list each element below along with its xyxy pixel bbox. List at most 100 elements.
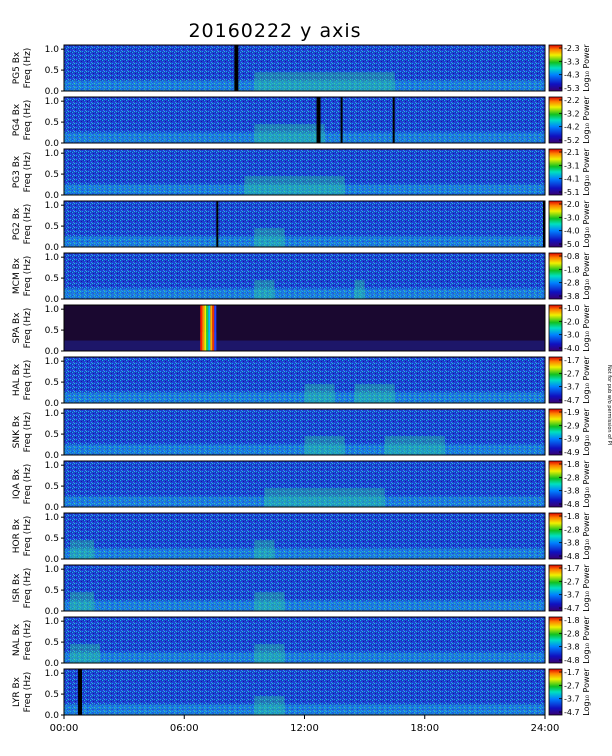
power-enhancement [254, 72, 395, 91]
broadband-burst [212, 305, 215, 351]
y-tick-label: 1.0 [45, 201, 60, 211]
panel-pg5: 0.0 0.5 1.0 PG5 Bx Freq (Hz) -2.3 -3.3 -4.3 -5.3… [12, 44, 591, 97]
figure-title: 20160222 y axis [188, 20, 361, 42]
y-tick-label: 0.5 [45, 534, 59, 544]
freq-axis-label: Freq (Hz) [23, 48, 33, 89]
low-frequency-band [64, 80, 545, 91]
plot-frame [63, 460, 546, 508]
x-tick-label: 24:00 [531, 723, 560, 734]
station-axis-label: LYR Bx [12, 676, 22, 707]
freq-axis-label: Freq (Hz) [23, 204, 33, 245]
y-tick-label: 1.0 [45, 45, 60, 55]
panel-hor: 0.0 0.5 1.0 HOR Bx Freq (Hz) -1.8 -2.8 -3.8 -4.8… [12, 512, 591, 565]
power-enhancement [244, 176, 345, 195]
panel-iqa: 0.0 0.5 1.0 IQA Bx Freq (Hz) -1.8 -2.8 -3.8 -4.8… [12, 460, 591, 513]
y-tick-label: 0.0 [45, 347, 60, 357]
colorbar-tick-label: -2.8 [564, 279, 580, 288]
colorbar-tick-label: -4.7 [564, 604, 580, 613]
colorbar-tick-label: -4.9 [564, 448, 580, 457]
colorbar-tick-label: -2.8 [564, 629, 580, 638]
data-gap [542, 201, 545, 247]
colorbar-tick-label: -3.2 [564, 109, 580, 118]
y-tick-label: 0.5 [45, 586, 59, 596]
freq-axis-label: Freq (Hz) [23, 152, 33, 193]
station-axis-label: SNK Bx [12, 415, 22, 448]
colorbar-tick-label: -3.8 [564, 643, 580, 652]
station-axis-label: HOR Bx [12, 518, 22, 553]
y-tick-label: 1.0 [45, 617, 60, 627]
y-tick-label: 0.5 [45, 430, 59, 440]
power-enhancement [264, 488, 385, 507]
panel-lyr: 0.0 0.5 1.0 LYR Bx Freq (Hz) -1.7 -2.7 -3.7 -4.7… [12, 668, 591, 721]
plot-frame [63, 304, 546, 352]
data-gap [78, 669, 83, 715]
colorbar-tick-label: -2.9 [564, 421, 580, 430]
y-tick-label: 1.0 [45, 305, 60, 315]
power-enhancement [254, 228, 285, 247]
panel-pg4: 0.0 0.5 1.0 PG4 Bx Freq (Hz) -2.2 -3.2 -4.2 -5.2… [12, 96, 591, 149]
x-axis: 00:00 06:00 12:00 18:00 24:00 [50, 715, 560, 734]
y-tick-label: 0.0 [45, 191, 60, 201]
colorbar-tick-label: -5.2 [564, 136, 580, 145]
low-frequency-band [64, 340, 545, 351]
colorbar-tick-label: -4.7 [564, 396, 580, 405]
plot-frame [63, 512, 546, 560]
colorbar-tick-label: -5.1 [564, 188, 580, 197]
colorbar-label: Log₁₀ Power [582, 460, 591, 508]
colorbar [548, 356, 563, 404]
y-tick-label: 0.5 [45, 482, 59, 492]
panel-hal: 0.0 0.5 1.0 HAL Bx Freq (Hz) -1.7 -2.7 -3.7 -4.7… [12, 356, 591, 409]
power-enhancement [70, 644, 101, 663]
colorbar-label: Log₁₀ Power [582, 668, 591, 716]
colorbar-tick-label: -4.8 [564, 656, 580, 665]
colorbar-tick-label: -3.9 [564, 435, 580, 444]
colorbar-tick-label: -3.7 [564, 695, 580, 704]
colorbar [548, 460, 563, 508]
power-enhancement [304, 384, 335, 403]
colorbar [548, 408, 563, 456]
colorbar-label: Log₁₀ Power [582, 148, 591, 196]
colorbar-tick-label: -3.8 [564, 487, 580, 496]
power-enhancement [254, 592, 285, 611]
colorbar-label: Log₁₀ Power [582, 564, 591, 612]
y-tick-label: 0.5 [45, 638, 59, 648]
colorbar-tick-label: -4.7 [564, 708, 580, 717]
colorbar-tick-label: -2.7 [564, 577, 580, 586]
freq-axis-label: Freq (Hz) [23, 516, 33, 557]
power-enhancement [384, 436, 445, 455]
power-enhancement [354, 280, 365, 299]
colorbar-tick-label: -2.3 [564, 44, 580, 53]
colorbar-tick-label: -4.8 [564, 500, 580, 509]
colorbar-tick-label: -4.0 [564, 227, 580, 236]
colorbar [548, 44, 563, 92]
station-axis-label: PG5 Bx [12, 51, 22, 84]
y-tick-label: 0.5 [45, 326, 59, 336]
broadband-burst [206, 305, 209, 351]
colorbar [548, 512, 563, 560]
colorbar [548, 200, 563, 248]
low-frequency-band [64, 600, 545, 611]
power-enhancement [254, 696, 285, 715]
colorbar-tick-label: -3.3 [564, 57, 580, 66]
x-tick-label: 12:00 [290, 723, 319, 734]
panel-pg2: 0.0 0.5 1.0 PG2 Bx Freq (Hz) -2.0 -3.0 -4.0 -5.0… [12, 200, 591, 253]
data-gap [216, 201, 219, 247]
colorbar-label: Log₁₀ Power [582, 96, 591, 144]
colorbar-label: Log₁₀ Power [582, 616, 591, 664]
freq-axis-label: Freq (Hz) [23, 100, 33, 141]
colorbar-tick-label: -1.7 [564, 564, 580, 573]
colorbar-label: Log₁₀ Power [582, 44, 591, 92]
station-axis-label: PG3 Bx [12, 155, 22, 188]
panel-nal: 0.0 0.5 1.0 NAL Bx Freq (Hz) -1.8 -2.8 -3.8 -4.8… [12, 616, 591, 669]
colorbar-tick-label: -3.7 [564, 591, 580, 600]
freq-axis-label: Freq (Hz) [23, 412, 33, 453]
data-gap [234, 45, 239, 91]
colorbar [548, 668, 563, 716]
y-tick-label: 0.0 [45, 87, 60, 97]
plot-frame [63, 356, 546, 404]
plot-frame [63, 616, 546, 664]
freq-axis-label: Freq (Hz) [23, 464, 33, 505]
power-enhancement [304, 436, 345, 455]
